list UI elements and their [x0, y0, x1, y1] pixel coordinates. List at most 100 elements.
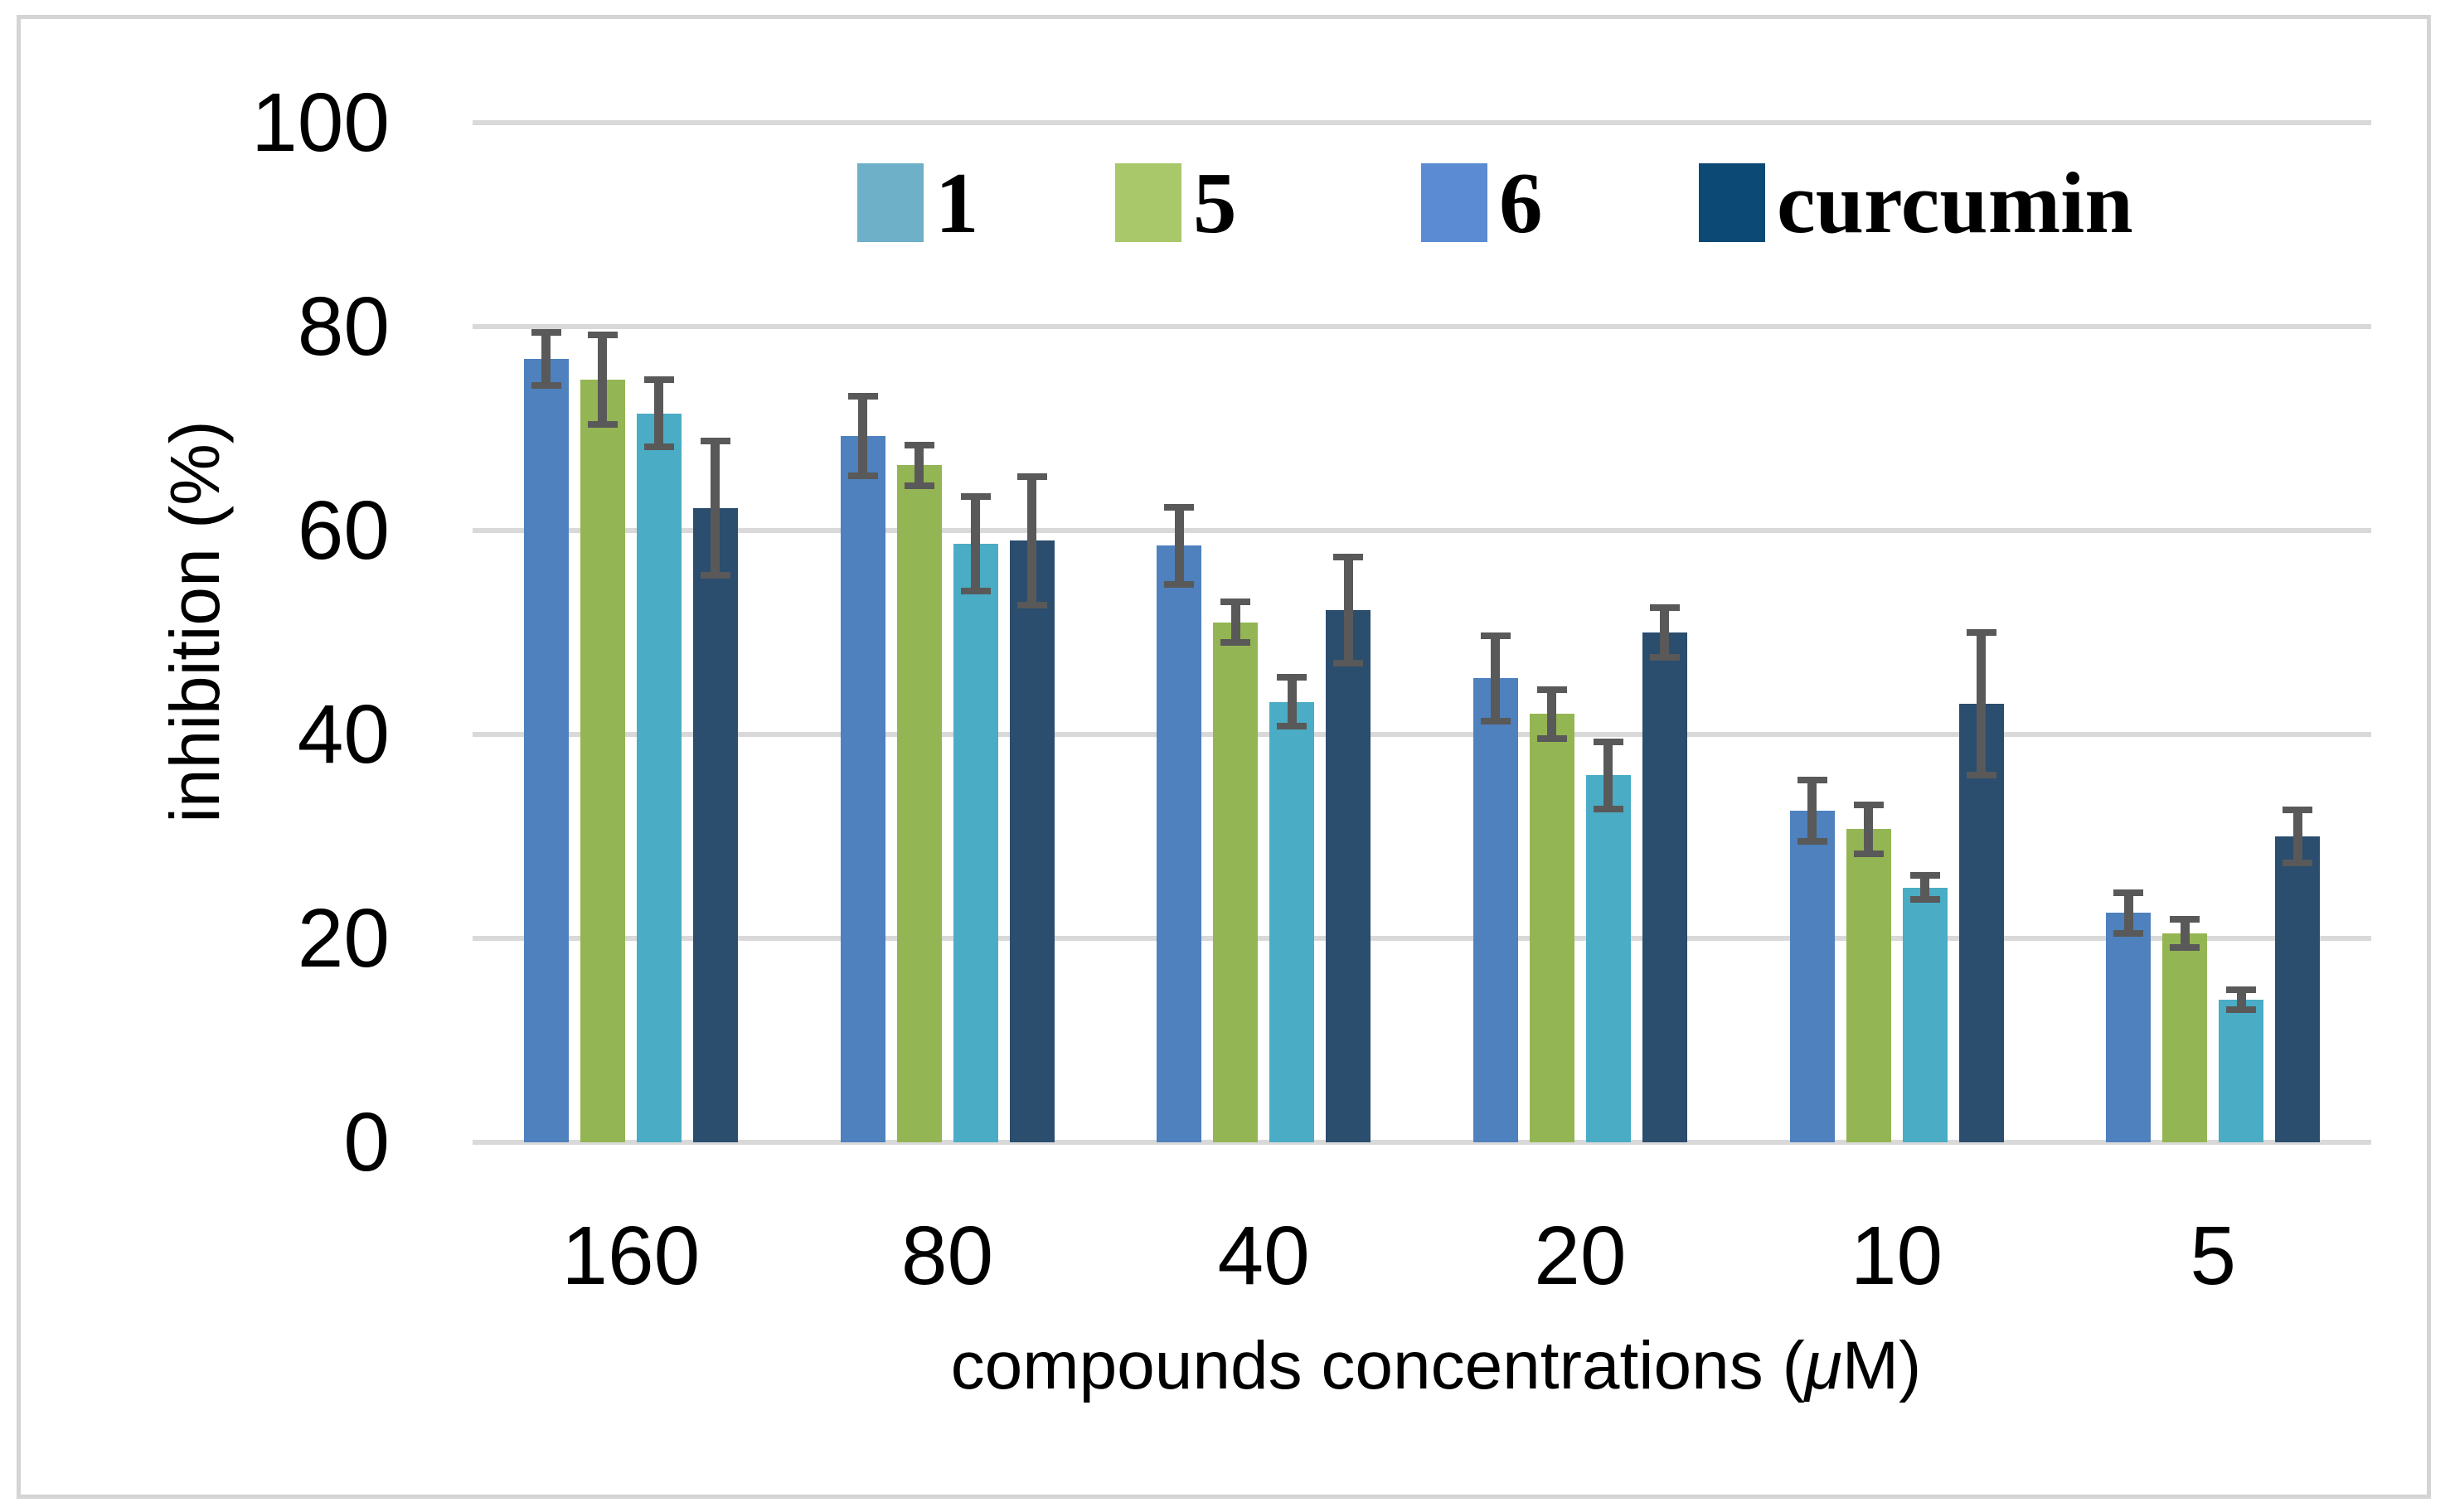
error-bar-cap-bottom [700, 572, 730, 579]
bar-curcumin [1009, 540, 1055, 1142]
error-bar [654, 379, 664, 448]
bar-5 [1846, 829, 1891, 1142]
error-bar [2292, 810, 2302, 863]
error-bar-cap-top [1220, 598, 1251, 606]
error-bar-cap-top [904, 441, 934, 448]
x-axis-title-text: compounds concentrations ( [950, 1328, 1805, 1403]
bar-curcumin [692, 507, 738, 1142]
error-bar-cap-top [1536, 686, 1567, 693]
error-bar-cap-top [1797, 777, 1827, 784]
category-label: 5 [2190, 1209, 2236, 1302]
bar-6 [2106, 913, 2152, 1142]
error-bar-cap-top [1480, 632, 1511, 639]
error-bar [2236, 989, 2246, 1010]
error-bar-cap-bottom [531, 382, 561, 390]
legend-swatch-6 [1421, 163, 1487, 242]
category-label: 20 [1534, 1209, 1627, 1302]
error-bar-cap-top [847, 392, 878, 400]
error-bar [1287, 677, 1297, 727]
x-axis-title-unit: M) [1841, 1328, 1922, 1403]
legend-item-1: 1 [857, 159, 979, 246]
y-gridline [473, 324, 2371, 329]
error-bar-cap-bottom [1797, 838, 1827, 846]
error-bar-cap-top [2283, 807, 2313, 814]
error-bar [1864, 804, 1873, 854]
bar-curcumin [1326, 609, 1371, 1142]
error-bar-cap-top [1333, 553, 1364, 560]
figure-border [17, 15, 2431, 1499]
bar-5 [580, 379, 625, 1142]
y-tick-label: 100 [251, 76, 390, 169]
error-bar-cap-bottom [1480, 718, 1511, 724]
error-bar-cap-bottom [643, 443, 674, 451]
error-bar-cap-bottom [1593, 805, 1623, 812]
y-gridline [473, 528, 2371, 533]
error-bar [971, 497, 980, 591]
bar-curcumin [1642, 632, 1687, 1142]
error-bar-cap-top [1593, 738, 1623, 745]
legend-label-curcumin: curcumin [1777, 154, 2133, 251]
y-tick-label: 60 [297, 484, 390, 577]
legend-item-5: 5 [1115, 159, 1237, 246]
error-bar-cap-bottom [1909, 896, 1940, 904]
y-gridline [473, 936, 2371, 941]
error-bar-cap-bottom [1164, 581, 1195, 589]
y-gridline [473, 1140, 2371, 1145]
error-bar [858, 395, 867, 476]
bar-5 [1213, 622, 1259, 1142]
error-bar-cap-top [1649, 604, 1680, 612]
error-bar-cap-bottom [1649, 653, 1680, 661]
legend-item-curcumin: curcumin [1699, 159, 2133, 246]
bar-6 [1157, 545, 1202, 1142]
y-tick-label: 80 [297, 280, 390, 373]
legend-label-6: 6 [1499, 154, 1543, 251]
error-bar [1603, 741, 1613, 809]
error-bar-cap-bottom [1333, 659, 1364, 666]
error-bar [915, 444, 924, 486]
error-bar [598, 334, 608, 425]
error-bar-cap-bottom [1853, 850, 1884, 857]
bar-1 [2219, 999, 2264, 1142]
error-bar-cap-top [587, 331, 618, 338]
legend-item-6: 6 [1421, 159, 1543, 246]
error-bar [2123, 892, 2133, 933]
category-label: 160 [561, 1209, 701, 1302]
error-bar-cap-bottom [960, 587, 991, 594]
error-bar [1230, 602, 1240, 643]
error-bar-cap-bottom [1220, 639, 1251, 647]
bar-1 [1902, 887, 1948, 1142]
error-bar-cap-bottom [2226, 1006, 2257, 1014]
bar-1 [1585, 775, 1631, 1142]
mu-symbol: μ [1804, 1328, 1842, 1403]
bar-1 [1269, 701, 1315, 1142]
bar-1 [953, 543, 998, 1142]
error-bar-cap-top [1277, 674, 1307, 681]
error-bar [1977, 632, 1986, 776]
y-axis-title: inhibition (%) [156, 420, 234, 823]
bar-6 [1789, 811, 1835, 1142]
legend-label-5: 5 [1193, 154, 1237, 251]
error-bar [1660, 608, 1670, 657]
error-bar-cap-top [960, 493, 991, 501]
bar-6 [1472, 678, 1518, 1142]
category-label: 40 [1217, 1209, 1310, 1302]
y-gridline [473, 732, 2371, 737]
bar-1 [636, 413, 682, 1142]
error-bar-cap-top [1966, 629, 1996, 636]
error-bar [1343, 556, 1353, 663]
y-gridline [473, 120, 2371, 125]
error-bar-cap-top [2226, 986, 2257, 993]
error-bar-cap-bottom [2113, 929, 2144, 937]
error-bar [1491, 635, 1501, 721]
error-bar-cap-top [1909, 871, 1940, 879]
bar-6 [523, 359, 569, 1142]
error-bar [541, 332, 551, 386]
error-bar [1174, 506, 1184, 585]
error-bar-cap-bottom [904, 482, 934, 489]
category-label: 80 [900, 1209, 994, 1302]
error-bar-cap-top [1016, 472, 1047, 480]
category-label: 10 [1850, 1209, 1943, 1302]
error-bar-cap-top [1164, 503, 1195, 511]
y-tick-label: 40 [297, 688, 390, 781]
